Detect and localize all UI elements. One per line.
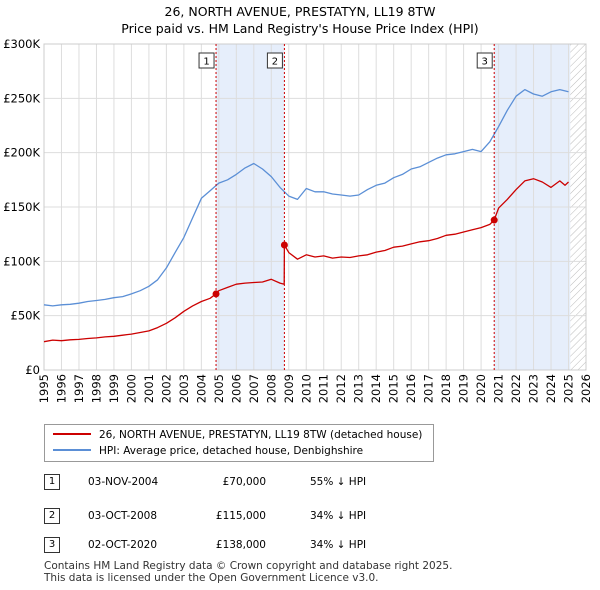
x-tick-label: 2011 xyxy=(317,374,331,403)
y-tick-label: £200K xyxy=(3,146,40,160)
y-tick-label: £150K xyxy=(3,200,40,214)
x-tick-label: 2018 xyxy=(439,374,453,403)
transaction-label-box xyxy=(266,52,283,69)
transaction-date: 03-NOV-2004 xyxy=(88,476,159,488)
chart-title: 26, NORTH AVENUE, PRESTATYN, LL19 8TW xyxy=(164,4,436,19)
y-tick-label: £50K xyxy=(11,309,41,323)
transaction-label-box xyxy=(476,52,493,69)
transaction-hpi-diff: 34% ↓ HPI xyxy=(310,510,367,522)
hpi-line xyxy=(43,88,569,307)
legend-item-hpi: HPI: Average price, detached house, Denb… xyxy=(53,443,363,459)
x-tick-label: 1997 xyxy=(72,374,86,403)
transaction-label: 2 xyxy=(272,57,278,68)
transaction-hpi-diff: 34% ↓ HPI xyxy=(310,539,367,551)
x-tick-label: 1999 xyxy=(107,374,121,403)
x-tick-label: 2008 xyxy=(264,374,278,403)
x-tick-label: 2010 xyxy=(299,374,313,403)
y-tick-label: £0 xyxy=(25,363,40,377)
transaction-label: 3 xyxy=(482,57,488,68)
footer-copyright: Contains HM Land Registry data © Crown c… xyxy=(44,560,453,572)
x-tick-label: 1998 xyxy=(89,374,103,403)
transaction-point xyxy=(280,241,288,249)
plot-frame xyxy=(43,43,587,371)
x-tick-label: 2026 xyxy=(579,374,593,403)
x-tick-label: 2001 xyxy=(142,374,156,403)
property-price-line xyxy=(43,178,569,343)
y-tick-label: £300K xyxy=(3,37,40,51)
transaction-point xyxy=(490,216,498,224)
x-tick-label: 2003 xyxy=(177,374,191,403)
transaction-price: £70,000 xyxy=(222,476,266,488)
transaction-number: 2 xyxy=(44,508,60,524)
x-tick-label: 2016 xyxy=(404,374,418,403)
legend-label-property: 26, NORTH AVENUE, PRESTATYN, LL19 8TW (d… xyxy=(99,429,423,441)
legend-swatch-property xyxy=(53,433,91,435)
x-tick-label: 1995 xyxy=(37,374,51,403)
x-tick-label: 2024 xyxy=(544,374,558,403)
transaction-label-box xyxy=(198,52,215,69)
transaction-number: 1 xyxy=(44,474,60,490)
x-tick-label: 2009 xyxy=(282,374,296,403)
footer-licence: This data is licensed under the Open Gov… xyxy=(44,572,379,584)
x-tick-label: 2023 xyxy=(527,374,541,403)
transaction-number: 3 xyxy=(44,537,60,553)
x-tick-label: 2012 xyxy=(334,374,348,403)
legend-item-property: 26, NORTH AVENUE, PRESTATYN, LL19 8TW (d… xyxy=(53,427,422,443)
chart-subtitle: Price paid vs. HM Land Registry's House … xyxy=(121,21,479,36)
x-tick-label: 2004 xyxy=(194,374,208,403)
x-tick-label: 2007 xyxy=(247,374,261,403)
transaction-hpi-diff: 55% ↓ HPI xyxy=(310,476,367,488)
legend-label-hpi: HPI: Average price, detached house, Denb… xyxy=(99,445,364,457)
x-tick-label: 2019 xyxy=(457,374,471,403)
x-tick-label: 2005 xyxy=(212,374,226,403)
x-tick-label: 2000 xyxy=(124,374,138,403)
y-tick-label: £250K xyxy=(3,91,40,105)
x-tick-label: 2006 xyxy=(229,374,243,403)
transaction-price: £138,000 xyxy=(215,539,266,551)
x-tick-label: 2002 xyxy=(159,374,173,403)
x-tick-label: 2014 xyxy=(369,374,383,403)
x-tick-label: 2013 xyxy=(352,374,366,403)
price-chart: £0 £50K £100K £150K £200K £250K £300K 1995 1996 1… xyxy=(3,37,593,403)
x-tick-label: 2022 xyxy=(509,374,523,403)
x-tick-label: 2020 xyxy=(474,374,488,403)
transaction-date: 03-OCT-2008 xyxy=(88,510,157,522)
transaction-date: 02-OCT-2020 xyxy=(88,539,157,551)
x-tick-label: 2017 xyxy=(422,374,436,403)
legend-swatch-hpi xyxy=(53,449,91,451)
transaction-point xyxy=(212,290,220,298)
x-tick-label: 1996 xyxy=(54,374,68,403)
x-tick-label: 2025 xyxy=(562,374,576,403)
x-tick-label: 2021 xyxy=(492,374,506,403)
y-tick-label: £100K xyxy=(3,254,40,268)
x-tick-label: 2015 xyxy=(387,374,401,403)
transaction-price: £115,000 xyxy=(215,510,266,522)
transaction-label: 1 xyxy=(203,57,209,68)
legend: 26, NORTH AVENUE, PRESTATYN, LL19 8TW (d… xyxy=(44,424,434,462)
